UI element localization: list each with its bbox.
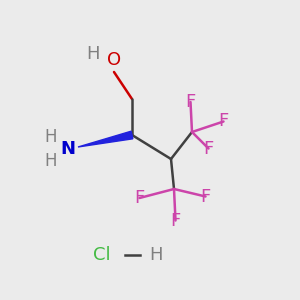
Text: O: O — [107, 51, 121, 69]
Text: H: H — [45, 152, 57, 169]
Text: F: F — [200, 188, 211, 206]
Text: Cl: Cl — [93, 246, 111, 264]
Text: F: F — [134, 189, 145, 207]
Text: H: H — [45, 128, 57, 146]
Text: H: H — [86, 45, 100, 63]
Text: F: F — [218, 112, 229, 130]
Text: F: F — [170, 212, 181, 230]
Polygon shape — [78, 131, 133, 147]
Text: F: F — [185, 93, 196, 111]
Text: H: H — [149, 246, 163, 264]
Text: F: F — [203, 140, 214, 158]
Text: N: N — [60, 140, 75, 158]
